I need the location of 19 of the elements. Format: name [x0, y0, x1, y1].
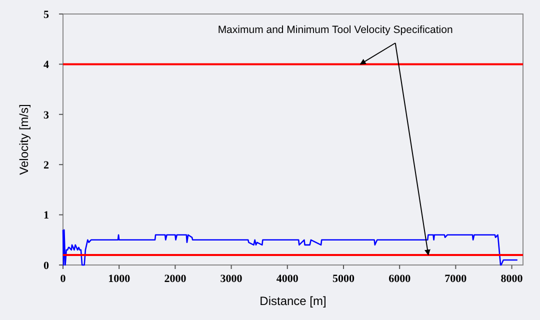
annotation: Maximum and Minimum Tool Velocity Specification — [218, 24, 453, 36]
x-tick-label: 5000 — [332, 273, 355, 285]
x-tick-label: 7000 — [444, 273, 468, 285]
x-tick-label: 6000 — [388, 273, 412, 285]
y-tick-label: 0 — [44, 260, 50, 272]
y-tick-label: 2 — [44, 159, 50, 172]
y-tick-label: 1 — [44, 210, 49, 222]
x-tick-label: 8000 — [500, 273, 524, 285]
line-series — [62, 229, 518, 266]
y-axis-title: Velocity [m/s] — [17, 104, 31, 175]
x-tick-label: 3000 — [220, 273, 243, 285]
y-tick-label: 3 — [44, 109, 50, 122]
x-tick-label: 0 — [60, 273, 66, 285]
x-axis-title: Distance [m] — [260, 294, 326, 308]
x-tick-label: 2000 — [164, 273, 187, 285]
x-tick-label: 1000 — [108, 273, 131, 285]
y-tick-label: 5 — [44, 8, 50, 21]
y-tick-label: 4 — [44, 59, 50, 72]
x-tick-label: 4000 — [276, 273, 299, 285]
